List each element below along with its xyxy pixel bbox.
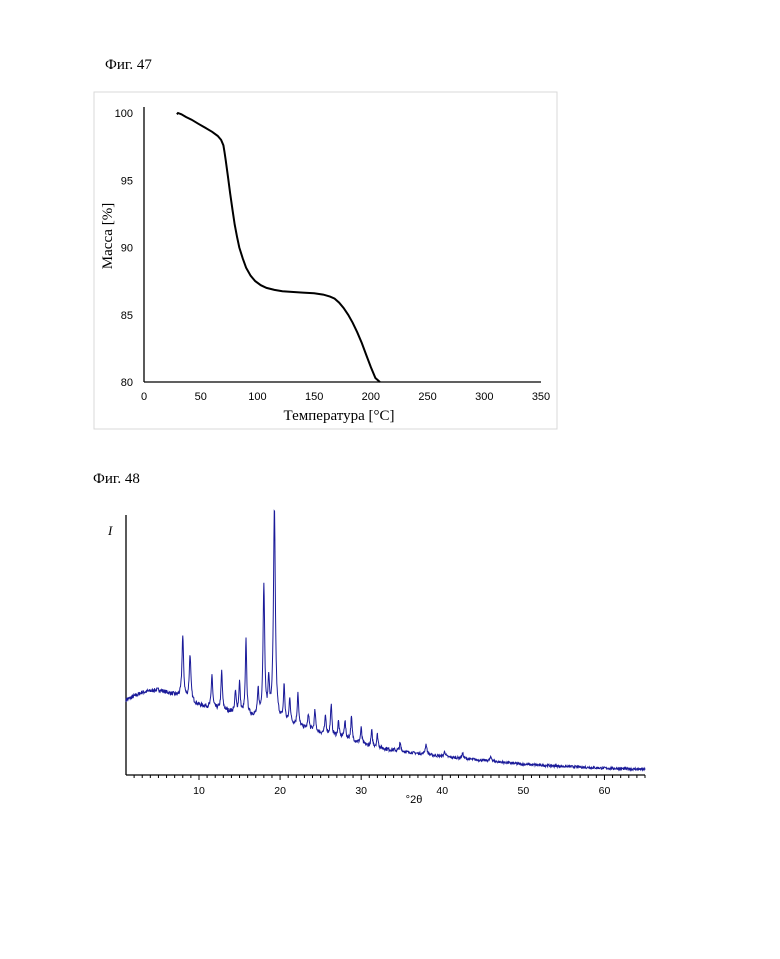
tga-tick-labels: 0 50 100 150 200 250 300 350 80 85 90 95 100: [115, 108, 551, 403]
tga-chart: 0 50 100 150 200 250 300 350 80 85 90 95 100 Темпера…: [0, 0, 780, 959]
x-tick-label: 0: [141, 391, 147, 403]
mass-curve: [177, 113, 380, 382]
x-tick-label: 200: [362, 391, 380, 403]
x-tick-label: 250: [418, 391, 436, 403]
x-tick-label: 350: [532, 391, 550, 403]
x-tick-label: 150: [305, 391, 323, 403]
y-tick-label: 85: [121, 310, 133, 322]
x-tick-label: 50: [195, 391, 207, 403]
y-tick-label: 90: [121, 243, 133, 255]
chart-frame: [94, 92, 557, 429]
y-axis-title: Масса [%]: [100, 203, 116, 269]
x-tick-label: 300: [475, 391, 493, 403]
x-axis-title: Температура [°C]: [284, 408, 395, 424]
x-tick-label: 100: [248, 391, 266, 403]
y-tick-label: 100: [115, 108, 133, 120]
tga-axes: [144, 107, 541, 382]
y-tick-label: 80: [121, 377, 133, 389]
y-tick-label: 95: [121, 175, 133, 187]
